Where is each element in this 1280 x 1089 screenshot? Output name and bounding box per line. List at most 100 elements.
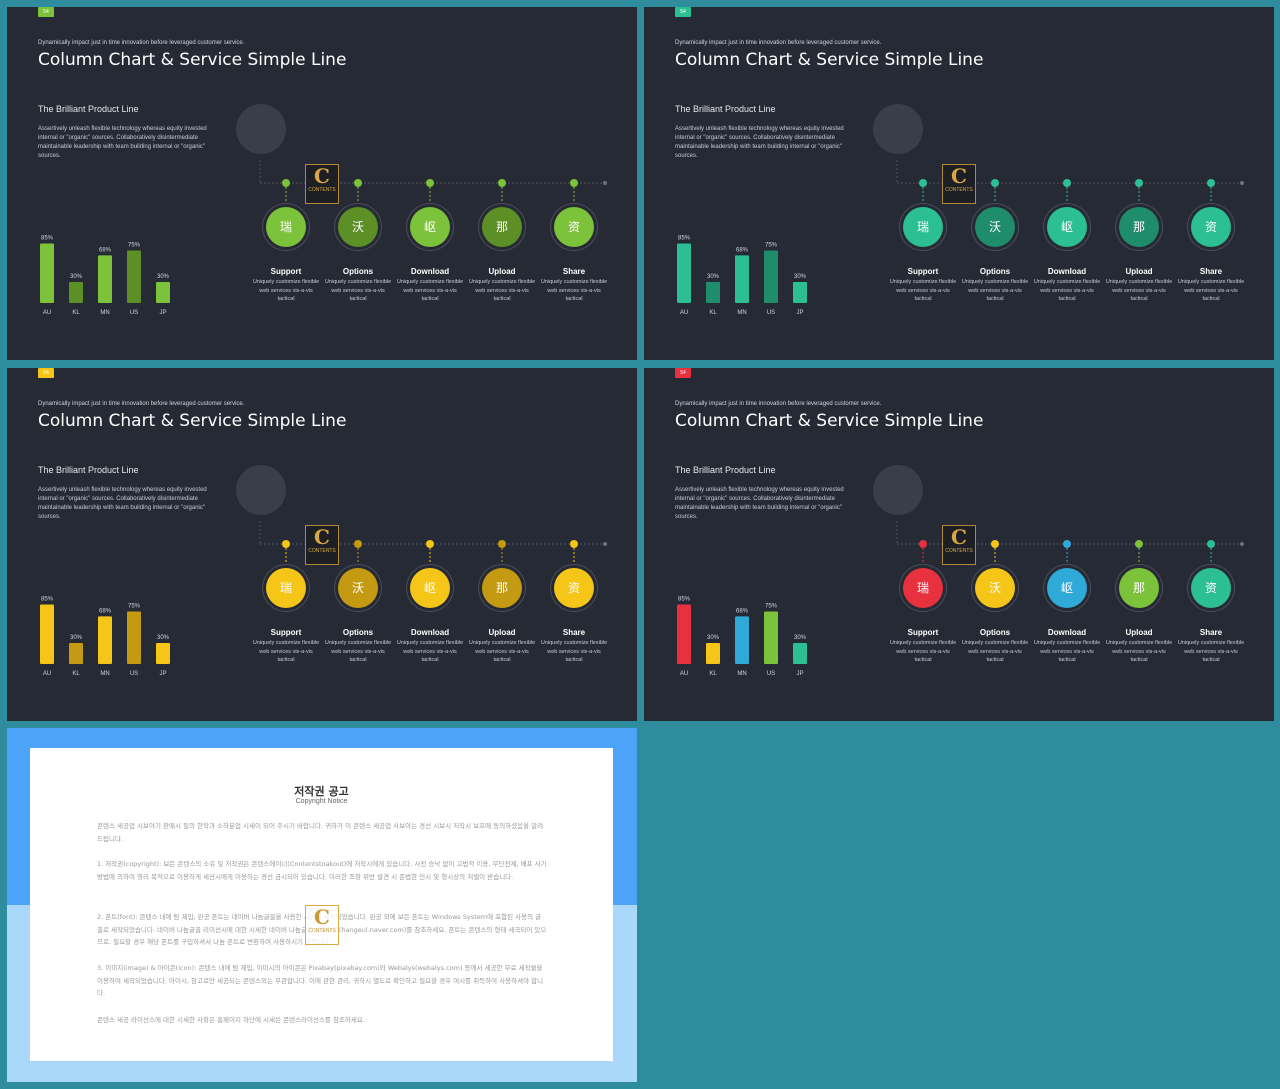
chart-value-label: 85% [41,236,54,242]
timeline-node [1207,179,1215,187]
service-icon: 那 [482,568,522,608]
chart-bar [98,616,112,664]
service-name: Upload [488,628,516,637]
service-description: Uniquely customize flexible web services… [1105,640,1173,663]
chart-value-label: 30% [794,635,807,641]
section-description: Assertively unleash flexible technology … [675,126,844,159]
service-item: 岖 Download Uniquely customize flexible web… [1032,207,1102,304]
service-text: Options Uniquely customize flexible web s… [960,628,1030,665]
service-item: 那 Upload Uniquely customize flexible web s… [467,207,537,304]
service-description: Uniquely customize flexible web services… [889,640,957,663]
contents-logo: C CONTENTS [305,525,339,565]
service-text: Download Uniquely customize flexible web … [395,628,465,665]
chart-value-label: 75% [128,604,141,610]
chart-category-label: AU [680,310,688,316]
service-text: Options Uniquely customize flexible web s… [323,267,393,304]
chart-value-label: 68% [736,247,749,253]
slide-title: Column Chart & Service Simple Line [675,411,984,431]
service-description: Uniquely customize flexible web services… [1177,640,1245,663]
service-name: Upload [488,267,516,276]
chart-value-label: 85% [678,597,691,603]
logo-text: CONTENTS [945,548,973,554]
chart-value-label: 68% [736,608,749,614]
service-icon: 那 [482,207,522,247]
chart-bar [127,250,141,303]
service-text: Upload Uniquely customize flexible web se… [467,267,537,304]
service-item: 沃 Options Uniquely customize flexible web … [323,568,393,665]
service-description: Uniquely customize flexible web services… [468,640,536,663]
chart-value-label: 30% [707,274,720,280]
slide-title: Column Chart & Service Simple Line [38,50,347,70]
slide-number-badge: 54 [38,7,54,17]
chart-bar [677,604,691,664]
chart-bar [764,611,778,664]
service-icon: 资 [1191,207,1231,247]
service-item: 那 Upload Uniquely customize flexible web s… [1104,207,1174,304]
service-item: 瑞 Support Uniquely customize flexible web … [251,568,321,665]
chart-bar [735,255,749,303]
service-text: Upload Uniquely customize flexible web se… [1104,628,1174,665]
service-description: Uniquely customize flexible web services… [396,640,464,663]
chart-bar [793,282,807,303]
notice-watermark-logo: C CONTENTS [305,905,339,945]
service-text: Share Uniquely customize flexible web ser… [539,267,609,304]
contents-logo: C CONTENTS [305,164,339,204]
notice-paragraph: 콘텐스 세공업 시보아기 판매시 필의 한학과 소하분업 시세이 되어 주시기 … [97,822,544,843]
section-description: Assertively unleash flexible technology … [675,487,844,520]
service-icon: 瑞 [903,568,943,608]
service-description: Uniquely customize flexible web services… [252,279,320,302]
copyright-slide: 저작권 공고 Copyright Notice 콘텐스 세공업 시보아기 판매시 필… [7,728,637,1082]
timeline-node [570,540,578,548]
service-text: Download Uniquely customize flexible web … [1032,267,1102,304]
service-icon: 资 [1191,568,1231,608]
service-name: Support [907,267,939,276]
section-heading: The Brilliant Product Line [38,104,139,114]
section-heading: The Brilliant Product Line [675,104,776,114]
service-timeline [257,157,617,327]
chart-bar [706,643,720,664]
slide: 54 Dynamically impact just in time innova… [7,7,637,360]
timeline-svg [259,160,607,209]
service-description: Uniquely customize flexible web services… [1033,640,1101,663]
timeline-node [354,540,362,548]
chart-value-label: 85% [678,236,691,242]
service-name: Options [342,628,374,637]
service-name: Share [562,628,586,637]
service-item: 资 Share Uniquely customize flexible web se… [539,207,609,304]
contents-logo: C CONTENTS [942,525,976,565]
service-text: Support Uniquely customize flexible web s… [888,267,958,304]
logo-letter: C [951,164,967,188]
slide: 54 Dynamically impact just in time innova… [644,368,1274,721]
chart-value-label: 30% [707,635,720,641]
timeline-node [282,540,290,548]
timeline-node [919,179,927,187]
service-item: 资 Share Uniquely customize flexible web se… [539,568,609,665]
timeline-node [1207,540,1215,548]
service-description: Uniquely customize flexible web services… [324,640,392,663]
service-text: Download Uniquely customize flexible web … [395,267,465,304]
service-item: 资 Share Uniquely customize flexible web se… [1176,568,1246,665]
slide-subtitle: Dynamically impact just in time innovati… [675,401,882,407]
slide-subtitle: Dynamically impact just in time innovati… [675,40,882,46]
chart-value-label: 75% [765,243,778,249]
column-chart: 85% AU 30% KL 68% MN 75% US 30% JP [38,578,178,678]
service-text: Share Uniquely customize flexible web ser… [539,628,609,665]
chart-bar [677,243,691,303]
logo-text: CONTENTS [945,187,973,193]
chart-value-label: 30% [157,274,170,280]
service-name: Share [1199,267,1223,276]
service-name: Download [410,628,450,637]
service-icon: 岖 [410,568,450,608]
logo-text: CONTENTS [308,548,336,554]
timeline-node [498,179,506,187]
section-description: Assertively unleash flexible technology … [38,126,207,159]
timeline-node [1063,540,1071,548]
service-icon: 瑞 [266,207,306,247]
service-name: Options [979,267,1011,276]
service-name: Support [270,628,302,637]
section-description: Assertively unleash flexible technology … [38,487,207,520]
slide: 54 Dynamically impact just in time innova… [7,368,637,721]
service-name: Download [1047,267,1087,276]
chart-bar [706,282,720,303]
timeline-node [282,179,290,187]
